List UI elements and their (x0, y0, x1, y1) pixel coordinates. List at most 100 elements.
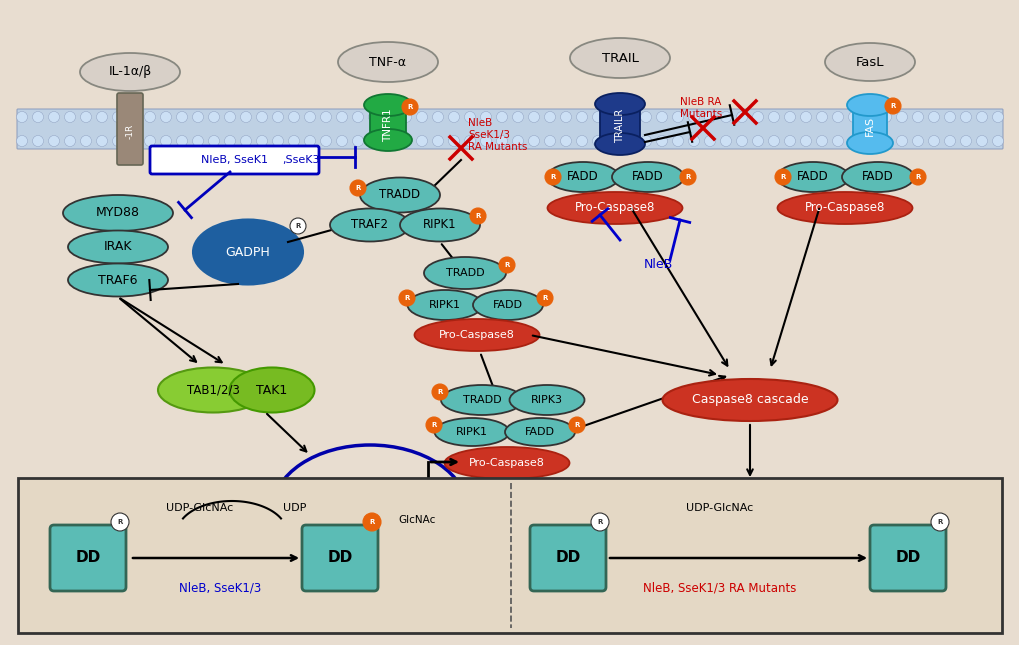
Circle shape (49, 135, 59, 146)
Circle shape (815, 135, 826, 146)
Circle shape (81, 112, 92, 123)
Circle shape (256, 112, 267, 123)
Circle shape (432, 384, 447, 400)
Ellipse shape (229, 368, 314, 413)
Circle shape (544, 135, 555, 146)
Text: R: R (475, 213, 480, 219)
FancyBboxPatch shape (370, 98, 406, 144)
Circle shape (624, 135, 635, 146)
Text: TNFR1: TNFR1 (382, 108, 392, 142)
Circle shape (864, 112, 874, 123)
Text: TRAILR: TRAILR (614, 109, 625, 143)
Circle shape (398, 290, 415, 306)
Circle shape (767, 112, 779, 123)
Text: UDP: UDP (283, 503, 307, 513)
Circle shape (719, 135, 731, 146)
Circle shape (608, 112, 619, 123)
Circle shape (176, 112, 187, 123)
Circle shape (81, 135, 92, 146)
Text: Pro-Caspase8: Pro-Caspase8 (438, 330, 515, 340)
Text: TAK1: TAK1 (256, 384, 287, 397)
Circle shape (448, 135, 459, 146)
Circle shape (767, 135, 779, 146)
FancyBboxPatch shape (687, 488, 812, 528)
Circle shape (879, 135, 891, 146)
Circle shape (336, 135, 347, 146)
Ellipse shape (63, 195, 173, 231)
Text: R: R (914, 174, 920, 180)
Text: R: R (404, 295, 410, 301)
FancyBboxPatch shape (317, 521, 403, 555)
Text: R: R (685, 174, 690, 180)
Text: R: R (431, 422, 436, 428)
Circle shape (590, 513, 608, 531)
Circle shape (640, 135, 651, 146)
Circle shape (560, 135, 571, 146)
Text: R: R (936, 519, 942, 525)
Circle shape (784, 112, 795, 123)
Text: NleB
SseK1/3
RA Mutants: NleB SseK1/3 RA Mutants (468, 119, 527, 152)
Circle shape (704, 112, 714, 123)
Text: TRAIL: TRAIL (601, 52, 638, 64)
Circle shape (927, 112, 938, 123)
Circle shape (736, 112, 747, 123)
Circle shape (353, 112, 363, 123)
Text: DD: DD (75, 550, 101, 566)
Text: FAS: FAS (864, 116, 874, 136)
Ellipse shape (158, 368, 268, 413)
Circle shape (33, 135, 44, 146)
Ellipse shape (364, 94, 412, 116)
Circle shape (608, 135, 619, 146)
Text: R: R (296, 223, 301, 229)
Ellipse shape (570, 38, 669, 78)
Circle shape (884, 98, 900, 114)
Circle shape (320, 135, 331, 146)
Circle shape (112, 135, 123, 146)
Text: RIPK1: RIPK1 (455, 427, 487, 437)
Circle shape (363, 513, 381, 531)
Ellipse shape (611, 162, 684, 192)
Circle shape (464, 112, 475, 123)
Circle shape (464, 135, 475, 146)
Ellipse shape (504, 418, 575, 446)
Circle shape (864, 135, 874, 146)
Ellipse shape (434, 418, 510, 446)
Text: Caspase8 cascade: Caspase8 cascade (691, 393, 807, 406)
Text: NleB, SseK1/3: NleB, SseK1/3 (178, 582, 261, 595)
Ellipse shape (440, 385, 523, 415)
Circle shape (528, 112, 539, 123)
Text: NF-κB: NF-κB (341, 531, 378, 544)
Text: TAB1/2/3: TAB1/2/3 (186, 384, 239, 397)
Circle shape (688, 112, 699, 123)
Ellipse shape (444, 447, 569, 479)
Circle shape (64, 135, 75, 146)
Circle shape (752, 135, 763, 146)
FancyBboxPatch shape (869, 525, 945, 591)
Circle shape (288, 135, 300, 146)
Text: Pro-Caspase8: Pro-Caspase8 (804, 201, 884, 215)
Circle shape (353, 135, 363, 146)
Ellipse shape (193, 219, 303, 284)
Circle shape (944, 135, 955, 146)
Ellipse shape (546, 162, 619, 192)
Circle shape (544, 112, 555, 123)
Circle shape (991, 135, 1003, 146)
Ellipse shape (68, 264, 168, 297)
Circle shape (272, 135, 283, 146)
Circle shape (719, 112, 731, 123)
FancyBboxPatch shape (117, 93, 143, 165)
Circle shape (544, 169, 560, 185)
Circle shape (416, 135, 427, 146)
Circle shape (704, 135, 714, 146)
Ellipse shape (824, 43, 914, 81)
Text: R: R (890, 103, 895, 109)
Text: RIPK1: RIPK1 (429, 300, 461, 310)
FancyBboxPatch shape (302, 525, 378, 591)
Circle shape (160, 112, 171, 123)
Ellipse shape (399, 208, 480, 241)
Text: NleB RA
Mutants: NleB RA Mutants (680, 97, 721, 119)
Circle shape (480, 112, 491, 123)
Circle shape (350, 180, 366, 196)
Circle shape (656, 135, 666, 146)
Circle shape (512, 135, 523, 146)
